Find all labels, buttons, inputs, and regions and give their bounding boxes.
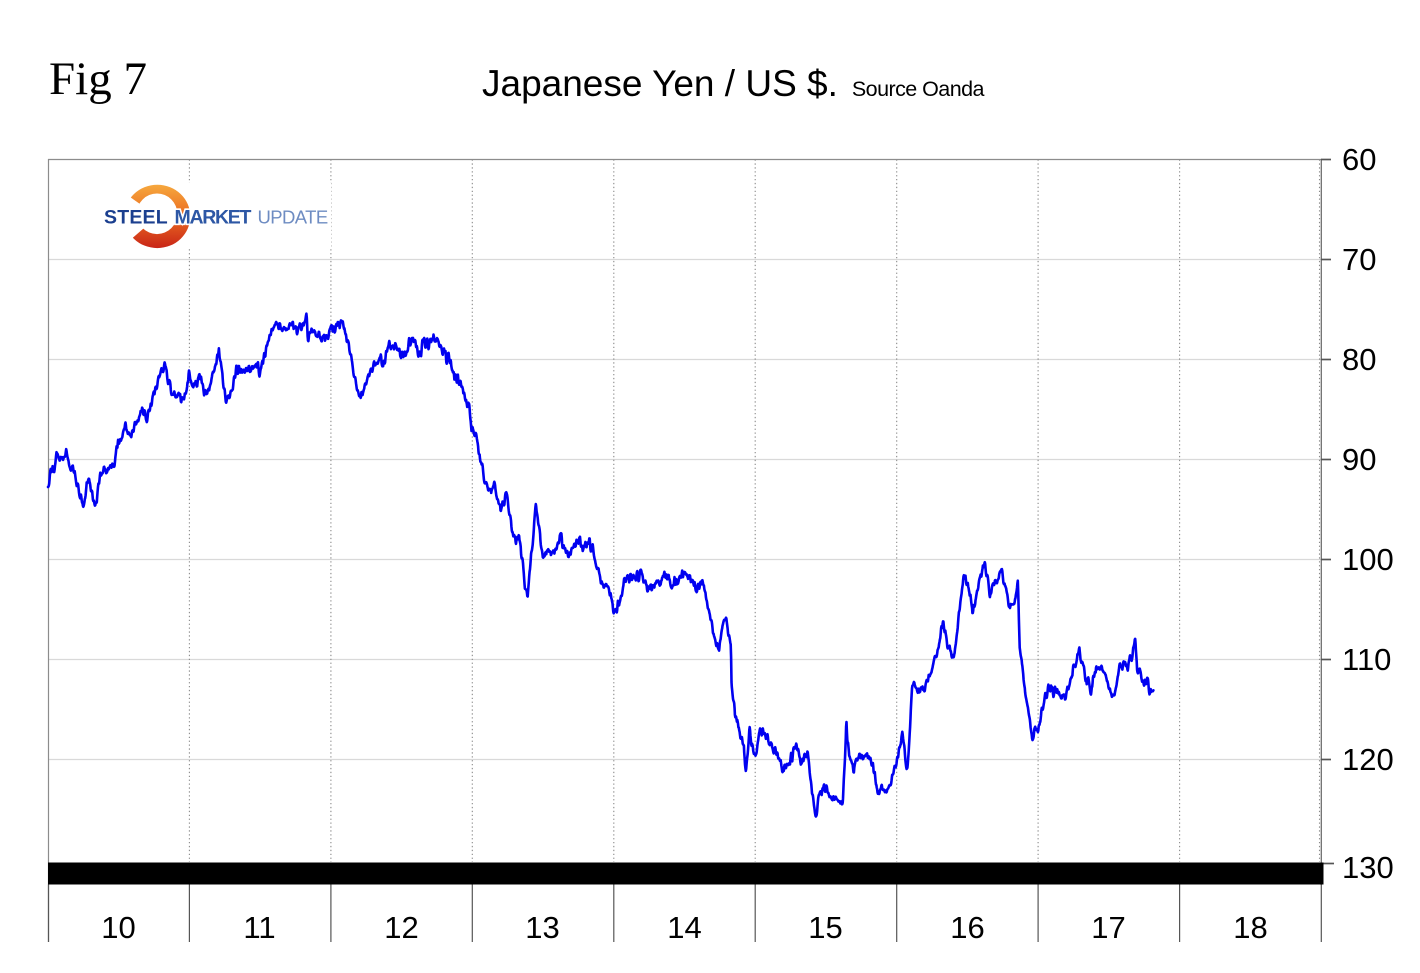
svg-text:STEEL: STEEL <box>104 207 168 229</box>
svg-text:UPDATE: UPDATE <box>258 207 328 228</box>
svg-text:MARKET: MARKET <box>175 207 252 229</box>
